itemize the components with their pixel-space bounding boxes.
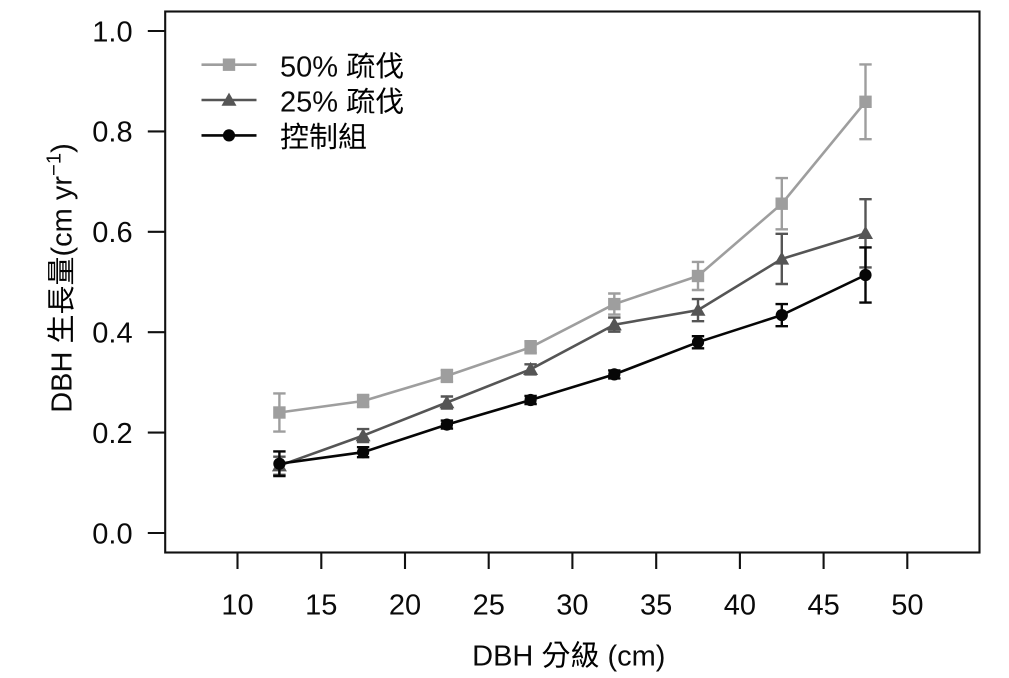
svg-text:25%: 25%	[280, 87, 338, 119]
svg-text:0.8: 0.8	[92, 117, 132, 149]
svg-text:10: 10	[221, 589, 253, 621]
svg-text:50: 50	[891, 589, 923, 621]
svg-text:0.0: 0.0	[92, 518, 132, 550]
svg-text:−1: −1	[44, 153, 66, 176]
svg-text:0.6: 0.6	[92, 217, 132, 249]
svg-text:25: 25	[473, 589, 505, 621]
svg-text:DBH: DBH	[472, 641, 533, 673]
svg-text:0.2: 0.2	[92, 418, 132, 450]
svg-text:DBH: DBH	[47, 352, 79, 413]
svg-text:50%: 50%	[280, 51, 338, 83]
svg-text:45: 45	[807, 589, 839, 621]
svg-text:): )	[47, 143, 79, 153]
svg-text:15: 15	[305, 589, 337, 621]
svg-text:0.4: 0.4	[92, 318, 132, 350]
svg-text:20: 20	[389, 589, 421, 621]
svg-text:35: 35	[640, 589, 672, 621]
svg-text:30: 30	[556, 589, 588, 621]
svg-text:1.0: 1.0	[92, 16, 132, 48]
svg-text:(cm): (cm)	[607, 641, 665, 673]
svg-text:40: 40	[724, 589, 756, 621]
svg-text:(cm yr: (cm yr	[47, 176, 79, 257]
